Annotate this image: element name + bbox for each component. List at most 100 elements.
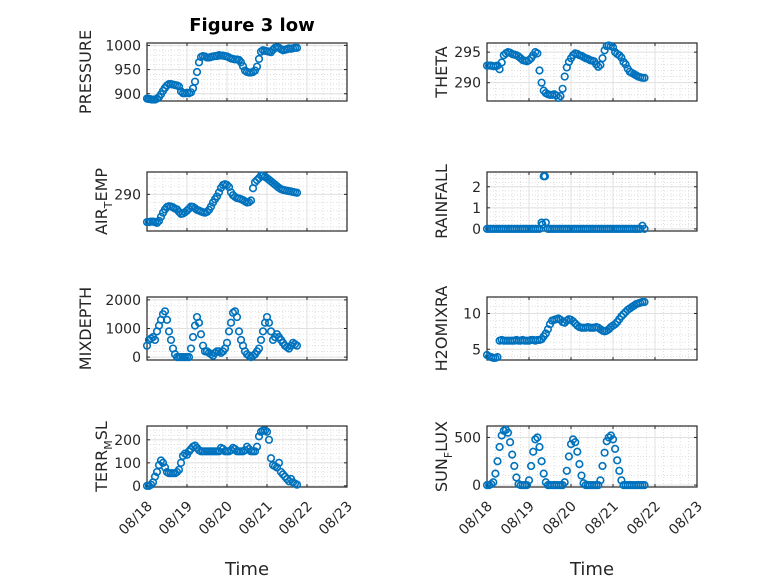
data-point <box>598 54 607 63</box>
y-tick-label: 295 <box>454 45 481 61</box>
data-point <box>640 224 649 233</box>
data-point <box>533 49 542 58</box>
data-point <box>272 463 282 472</box>
data-point <box>194 318 204 327</box>
y-axis-label: MIXDEPTH <box>76 287 95 370</box>
data-point <box>258 327 268 336</box>
data-point <box>608 435 618 444</box>
data-point <box>560 478 569 487</box>
y-tick-label: 10 <box>463 306 481 322</box>
data-point <box>264 318 274 327</box>
data-point <box>186 344 196 353</box>
data-point <box>537 457 546 466</box>
data-point <box>529 447 538 456</box>
data-point <box>610 320 620 329</box>
y-tick-label: 2 <box>472 180 481 196</box>
data-point <box>560 72 569 81</box>
data-point <box>266 454 276 463</box>
data-point <box>568 317 578 326</box>
data-point <box>575 460 584 469</box>
data-point <box>166 335 176 345</box>
data-point <box>154 216 164 225</box>
data-point <box>556 92 565 101</box>
y-tick-label: 0 <box>472 222 481 238</box>
x-axis-label: Time <box>569 559 614 580</box>
data-point <box>617 312 626 321</box>
data-point <box>234 327 244 336</box>
data-point <box>222 338 232 347</box>
data-point <box>554 93 563 103</box>
data-point <box>535 442 544 452</box>
data-point <box>250 447 260 456</box>
y-axis-label: SUNFLUX <box>432 421 455 492</box>
data-point <box>621 60 630 69</box>
data-point <box>252 176 262 185</box>
data-point <box>594 62 603 71</box>
data-point <box>292 188 302 197</box>
data-point <box>190 77 200 86</box>
data-point <box>292 480 302 489</box>
data-point <box>497 431 506 440</box>
data-point <box>573 447 582 456</box>
axes-box <box>146 171 348 232</box>
data-point <box>510 461 519 471</box>
data-point <box>619 310 628 319</box>
data-point <box>524 476 534 485</box>
y-tick-label: 0 <box>132 479 141 495</box>
data-point <box>164 327 174 336</box>
axes-box <box>146 425 348 488</box>
data-point <box>222 180 232 190</box>
data-point <box>244 198 254 207</box>
data-point <box>506 438 515 447</box>
axes-box <box>146 42 348 102</box>
data-point <box>256 335 266 345</box>
data-point <box>254 432 264 441</box>
axes-box <box>486 42 698 102</box>
y-tick-label: 100 <box>114 456 141 472</box>
data-point <box>617 53 626 62</box>
y-axis-label: RAINFALL <box>432 164 451 239</box>
data-point <box>262 427 272 436</box>
data-point <box>577 471 586 480</box>
data-point <box>600 46 609 55</box>
data-point <box>176 458 186 467</box>
subplot-mixdepth: 0 1000 2000 MIXDEPTH <box>76 287 348 370</box>
data-point <box>640 297 649 307</box>
data-point <box>232 312 242 322</box>
y-axis-label: PRESSURE <box>76 30 95 114</box>
data-point <box>533 433 542 442</box>
data-point <box>537 78 546 87</box>
data-point <box>608 43 618 52</box>
data-point <box>600 448 609 457</box>
data-point <box>150 472 160 481</box>
data-point <box>212 192 222 201</box>
data-point <box>540 172 550 181</box>
data-point <box>541 329 550 338</box>
data-point <box>566 440 576 449</box>
y-tick-label: 900 <box>114 87 141 103</box>
data-point <box>292 43 302 52</box>
data-point <box>224 327 234 336</box>
y-tick-label: 0 <box>472 478 481 494</box>
data-point <box>564 452 574 461</box>
data-point <box>491 469 500 478</box>
data-point <box>535 66 544 75</box>
data-point <box>252 62 262 71</box>
y-tick-label: 1000 <box>105 38 141 54</box>
data-point <box>174 465 184 474</box>
data-point <box>188 332 198 342</box>
y-tick-label: 950 <box>114 63 141 79</box>
data-point <box>254 344 264 353</box>
data-point <box>531 435 540 444</box>
figure-title: Figure 3 low <box>189 15 314 36</box>
data-point <box>158 458 168 467</box>
data-point <box>489 478 498 487</box>
data-point <box>184 353 194 362</box>
data-point <box>162 315 172 325</box>
data-point <box>246 196 256 205</box>
data-point <box>522 480 532 490</box>
y-tick-label: 290 <box>114 187 141 203</box>
data-point <box>615 466 624 475</box>
